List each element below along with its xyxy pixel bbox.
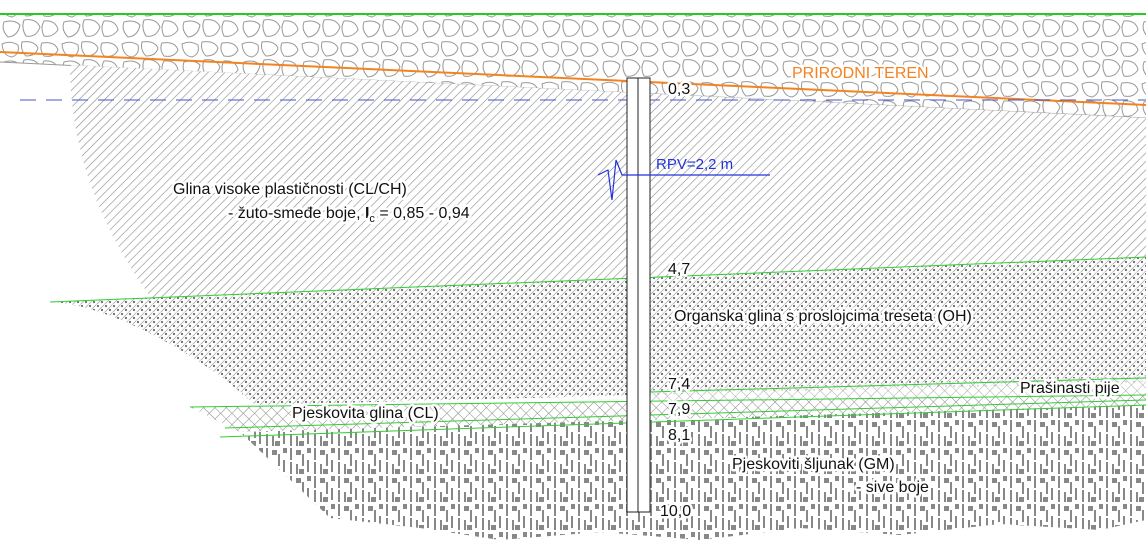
layer-description: - žuto-smeđe boje, Ic = 0,85 - 0,94 [228, 205, 470, 225]
depth-label: 4,7 [668, 261, 690, 278]
layer-name: Prašinasti pije [1020, 380, 1120, 397]
silt-layer [650, 376, 1146, 405]
layer-name: Pjeskoviti šljunak (GM) [732, 456, 895, 473]
layer-name: Pjeskovita glina (CL) [292, 405, 439, 422]
layer-name: Glina visoke plastičnosti (CL/CH) [173, 181, 407, 198]
clay-layer [50, 65, 1146, 405]
ground-line [0, 51, 1146, 106]
water-level-marker [597, 159, 770, 201]
gravel-layer [240, 405, 1146, 540]
ground-label: PRIRODNI TEREN [792, 65, 929, 82]
index-range: = 0,85 - 0,94 [375, 205, 470, 222]
layer-description: - sive boje [856, 479, 929, 496]
layer-boundaries [0, 13, 1146, 438]
water-level-label: RPV=2,2 m [656, 156, 733, 173]
layer-name: Organska glina s proslojcima treseta (OH… [674, 308, 972, 325]
depth-label: 7,4 [668, 376, 690, 393]
text-part: - žuto-smeđe boje, [228, 205, 365, 222]
index-symbol: I [365, 205, 369, 222]
organic-clay-layer [50, 257, 1146, 405]
depth-label: 0,3 [668, 81, 690, 98]
depth-label: 8,1 [668, 427, 690, 444]
depth-label: 7,9 [668, 401, 690, 418]
depth-label: 10,0 [660, 503, 691, 520]
index-subscript: c [369, 213, 375, 225]
